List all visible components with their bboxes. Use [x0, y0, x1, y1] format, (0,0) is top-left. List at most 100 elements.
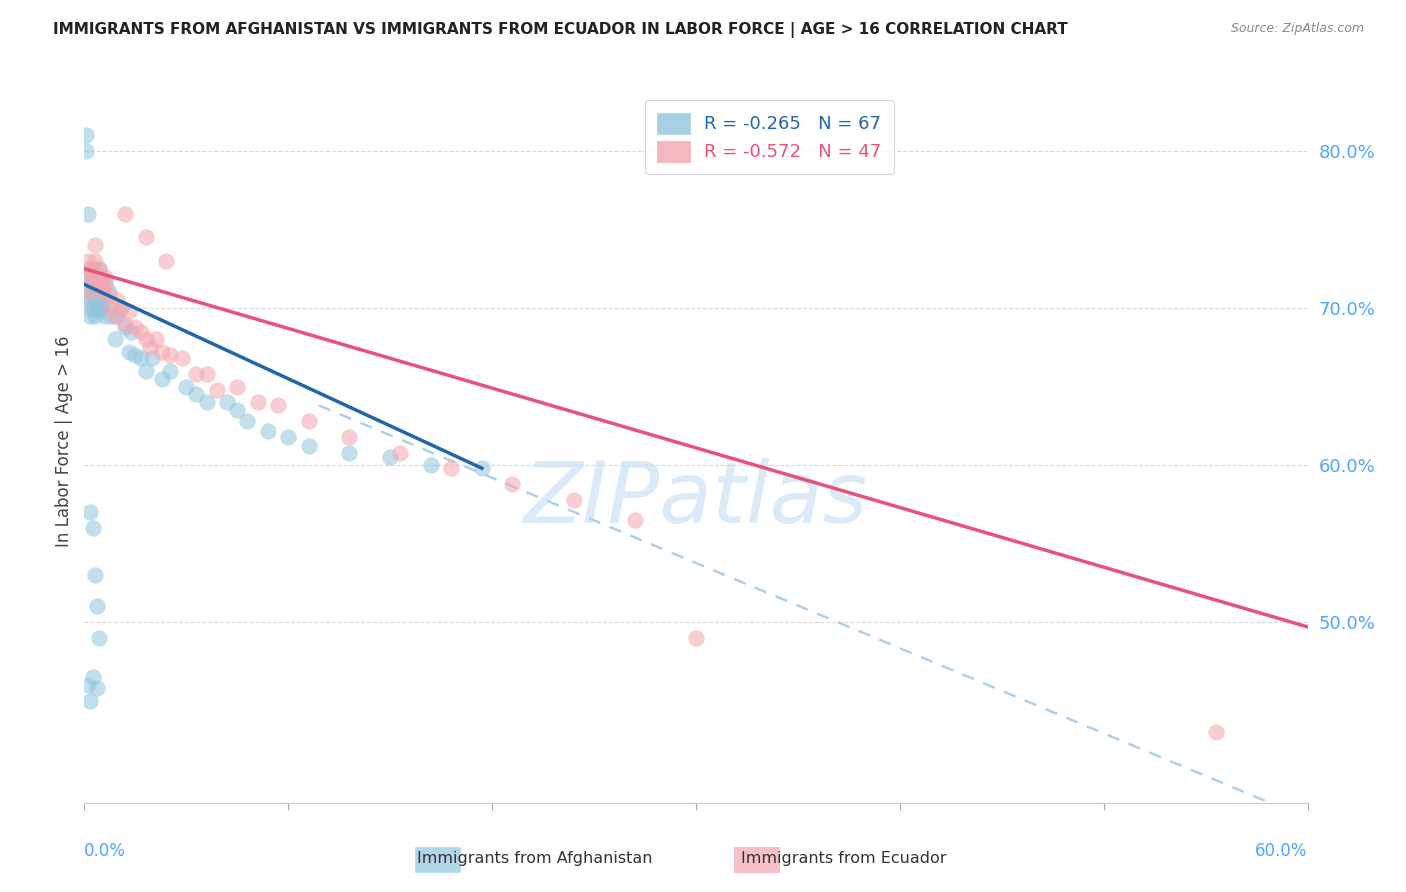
Point	[82, 285, 104, 300]
Point	[257, 424, 280, 438]
Point	[91, 301, 114, 315]
Text: Immigrants from Afghanistan: Immigrants from Afghanistan	[416, 851, 652, 865]
Point	[93, 269, 115, 284]
Point	[90, 269, 112, 284]
Point	[217, 395, 239, 409]
Text: Immigrants from Ecuador: Immigrants from Ecuador	[741, 851, 946, 865]
Point	[118, 345, 141, 359]
Point	[75, 144, 97, 158]
Text: 0.0%: 0.0%	[84, 842, 127, 860]
Point	[82, 301, 104, 315]
Point	[87, 277, 110, 292]
Point	[79, 694, 101, 708]
Point	[83, 238, 105, 252]
Point	[82, 273, 104, 287]
Point	[79, 309, 101, 323]
Point	[114, 317, 136, 331]
Point	[471, 461, 494, 475]
Point	[79, 261, 101, 276]
Point	[75, 269, 97, 284]
Point	[87, 631, 110, 645]
Point	[87, 288, 110, 302]
Text: IMMIGRANTS FROM AFGHANISTAN VS IMMIGRANTS FROM ECUADOR IN LABOR FORCE | AGE > 16: IMMIGRANTS FROM AFGHANISTAN VS IMMIGRANT…	[53, 22, 1069, 38]
Text: ZIPatlas: ZIPatlas	[524, 458, 868, 541]
Legend: R = -0.265   N = 67, R = -0.572   N = 47: R = -0.265 N = 67, R = -0.572 N = 47	[644, 100, 894, 174]
Point	[86, 285, 108, 300]
Point	[124, 319, 146, 334]
Point	[86, 269, 108, 284]
Point	[155, 254, 177, 268]
Point	[86, 599, 108, 614]
Point	[195, 367, 218, 381]
Point	[562, 492, 585, 507]
Point	[267, 398, 290, 412]
Point	[186, 387, 208, 401]
Point	[77, 207, 100, 221]
Y-axis label: In Labor Force | Age > 16: In Labor Force | Age > 16	[55, 335, 73, 548]
Point	[131, 325, 153, 339]
Point	[90, 282, 112, 296]
Point	[141, 351, 163, 366]
Point	[114, 207, 136, 221]
Point	[104, 309, 127, 323]
Point	[172, 351, 194, 366]
Point	[83, 309, 105, 323]
Point	[86, 301, 108, 315]
Point	[82, 273, 104, 287]
Point	[87, 273, 110, 287]
Point	[685, 631, 707, 645]
Point	[138, 340, 160, 354]
Point	[77, 254, 100, 268]
Point	[79, 505, 101, 519]
Point	[226, 379, 249, 393]
Point	[195, 395, 218, 409]
Point	[110, 301, 132, 315]
Text: Source: ZipAtlas.com: Source: ZipAtlas.com	[1230, 22, 1364, 36]
Point	[420, 458, 443, 472]
Point	[97, 288, 120, 302]
Point	[79, 285, 101, 300]
Point	[87, 261, 110, 276]
Point	[93, 293, 115, 308]
Point	[150, 372, 173, 386]
Point	[87, 304, 110, 318]
Point	[77, 301, 100, 315]
Point	[79, 261, 101, 276]
Point	[77, 285, 100, 300]
Point	[75, 128, 97, 143]
Point	[87, 261, 110, 276]
Point	[135, 364, 157, 378]
Point	[298, 439, 321, 453]
Point	[77, 678, 100, 692]
Point	[440, 461, 463, 475]
Point	[1205, 725, 1227, 739]
Point	[298, 414, 321, 428]
Point	[91, 285, 114, 300]
Point	[226, 403, 249, 417]
Point	[174, 379, 197, 393]
Point	[159, 364, 181, 378]
Point	[86, 681, 108, 695]
Point	[83, 267, 105, 281]
Point	[77, 269, 100, 284]
Text: 60.0%: 60.0%	[1256, 842, 1308, 860]
Point	[83, 568, 105, 582]
Point	[83, 293, 105, 308]
Point	[236, 414, 259, 428]
Point	[79, 293, 101, 308]
Point	[277, 430, 299, 444]
Point	[97, 285, 120, 300]
Point	[145, 333, 167, 347]
Point	[205, 383, 228, 397]
Point	[246, 395, 269, 409]
Point	[339, 445, 361, 459]
Point	[105, 293, 128, 308]
Point	[339, 430, 361, 444]
Point	[93, 277, 115, 292]
Point	[90, 273, 112, 287]
Point	[624, 513, 647, 527]
Point	[135, 333, 157, 347]
Point	[100, 309, 122, 323]
Point	[83, 277, 105, 292]
Point	[93, 309, 115, 323]
